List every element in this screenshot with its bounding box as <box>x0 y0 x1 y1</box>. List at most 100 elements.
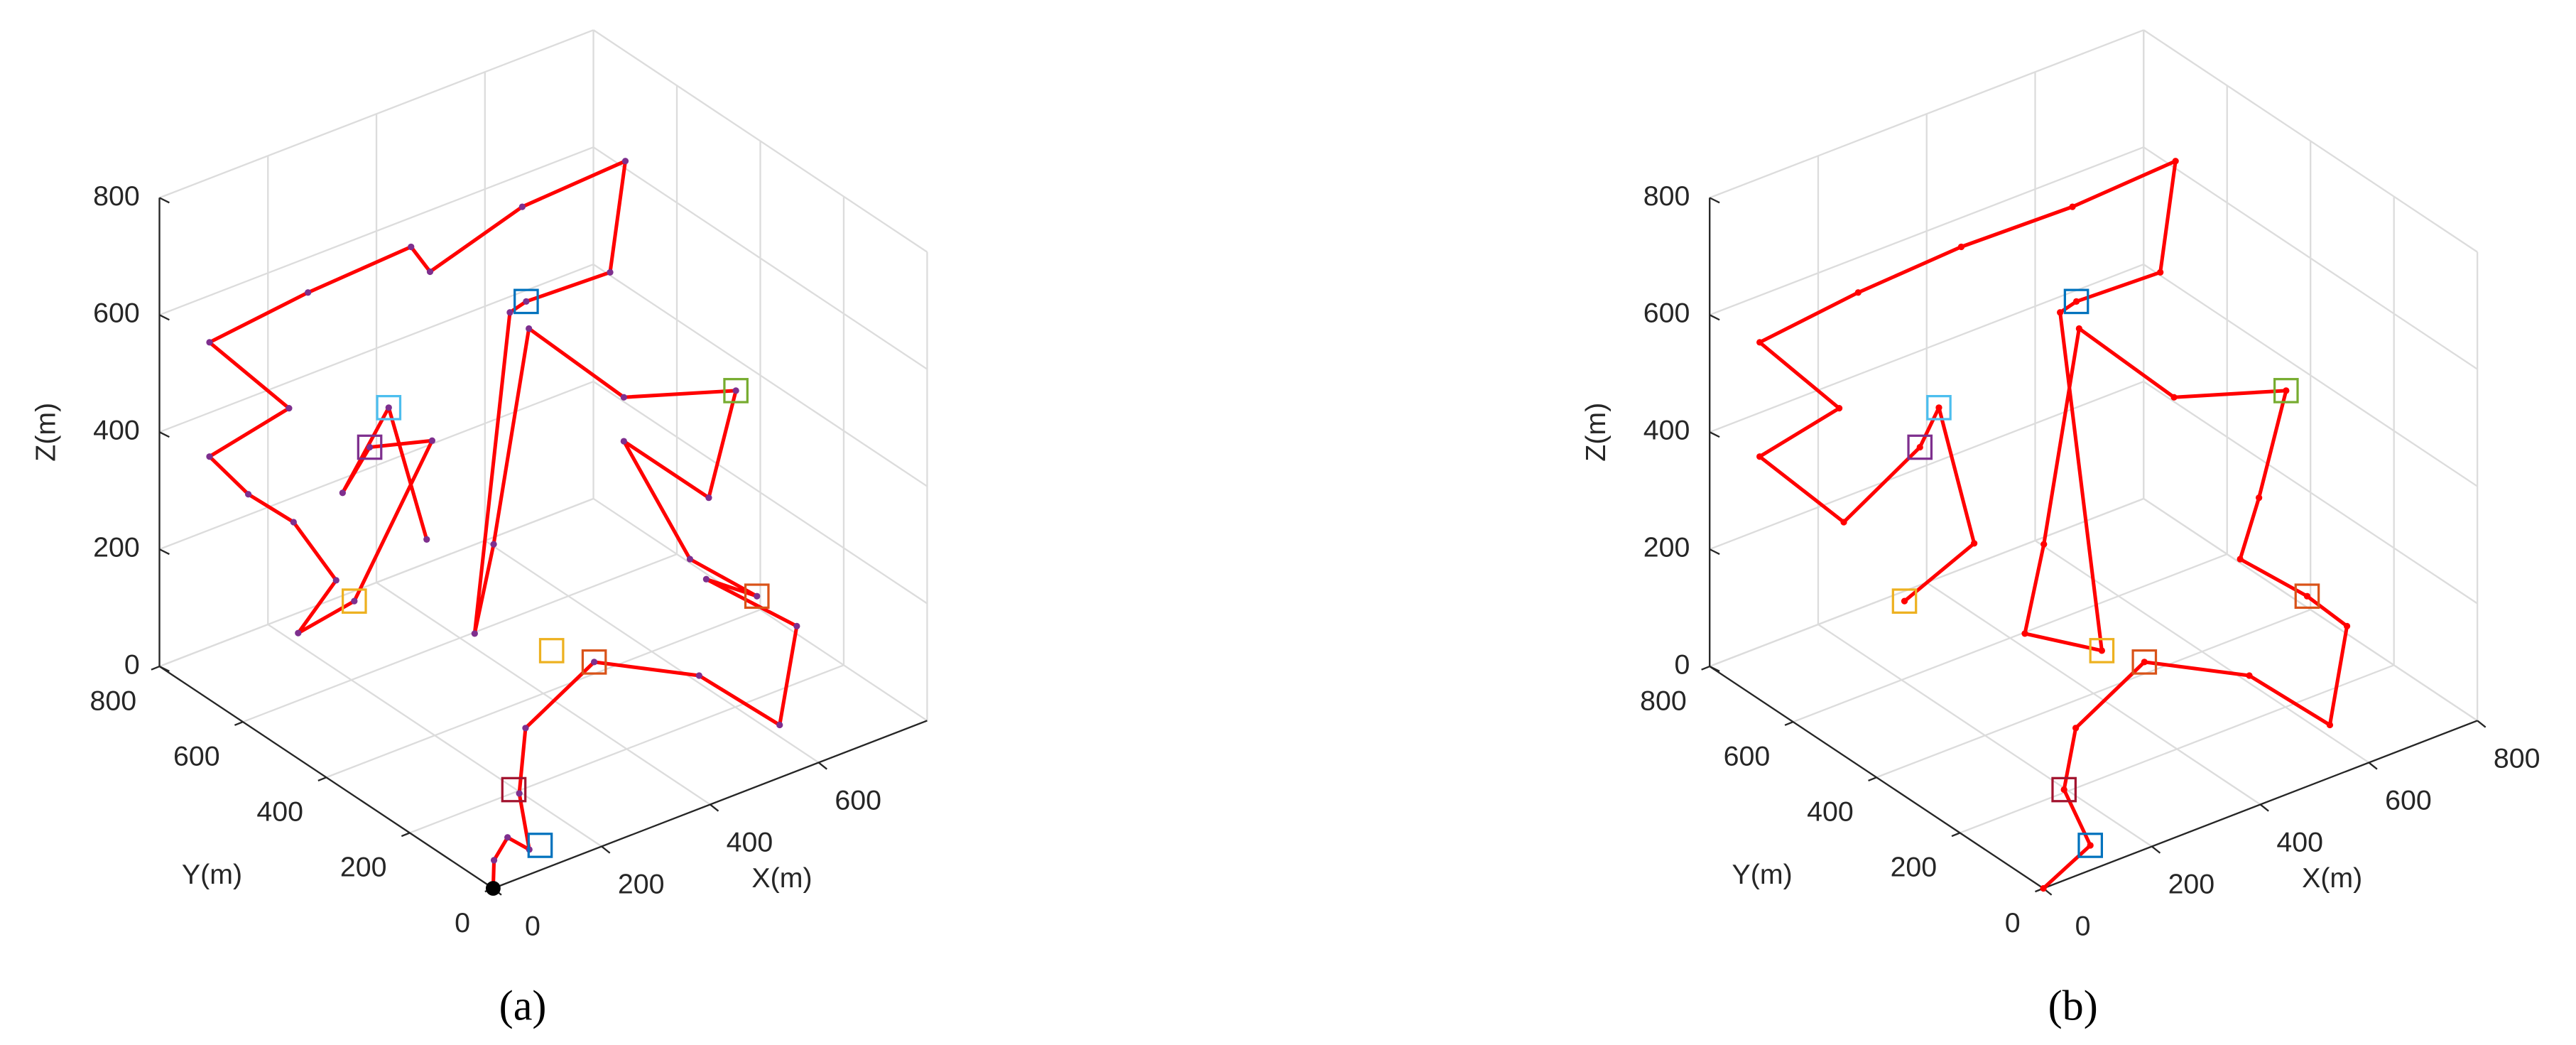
grid-line <box>1876 609 2311 779</box>
path-vertex <box>2303 592 2311 600</box>
y-tick-label: 800 <box>1640 685 1687 716</box>
path-vertex <box>526 325 533 332</box>
tick-mark <box>1709 431 1720 438</box>
path-vertex <box>244 491 252 498</box>
grid-line <box>159 380 594 551</box>
y-tick-label: 400 <box>256 796 303 828</box>
z-tick-label: 600 <box>1643 298 1690 329</box>
path-vertex <box>426 268 434 276</box>
tick-mark <box>1709 197 1720 204</box>
grid-line <box>409 664 844 834</box>
tick-mark <box>710 803 719 812</box>
path-line <box>1758 159 2349 890</box>
path-vertex <box>516 790 523 797</box>
waypoint <box>2273 378 2299 404</box>
path-vertex <box>620 438 627 445</box>
y-tick-label: 200 <box>340 852 387 883</box>
tick-mark <box>158 197 170 204</box>
path-vertex <box>1935 404 1942 411</box>
y-axis-label: Y(m) <box>182 859 242 890</box>
tick-mark <box>1709 548 1720 556</box>
grid-line <box>159 146 594 316</box>
grid-line <box>1793 553 2228 723</box>
z-tick-label: 0 <box>124 649 140 680</box>
y-tick-label: 600 <box>173 740 220 771</box>
path-vertex <box>339 489 346 497</box>
tick-mark <box>1784 721 1794 726</box>
path-vertex <box>522 725 529 732</box>
x-axis-label: X(m) <box>751 862 812 894</box>
x-tick-label: 600 <box>2385 784 2432 816</box>
waypoint <box>2089 638 2115 664</box>
waypoint <box>357 434 383 460</box>
waypoint <box>513 288 539 315</box>
z-tick-label: 200 <box>93 532 140 563</box>
grid-line <box>592 146 928 370</box>
waypoint <box>1926 395 1952 421</box>
grid-line <box>2143 29 2478 253</box>
grid-line <box>159 29 594 199</box>
x-tick-label: 800 <box>2494 742 2540 774</box>
x-tick-label: 400 <box>727 826 773 857</box>
tick-mark <box>1951 832 1961 838</box>
waypoint <box>2051 776 2077 803</box>
z-tick-label: 200 <box>1643 532 1690 563</box>
path-vertex <box>620 394 627 401</box>
path-vertex <box>2060 786 2067 794</box>
x-tick-label: 400 <box>2276 826 2323 857</box>
path-vertex <box>206 339 213 346</box>
path-vertex <box>2246 672 2253 679</box>
path-vertex <box>1901 597 1908 605</box>
tick-mark <box>1709 314 1720 321</box>
y-tick-label: 0 <box>2005 907 2021 938</box>
path-vertex <box>705 494 712 502</box>
path-vertex <box>506 309 513 316</box>
z-axis-label: Z(m) <box>1580 403 1612 462</box>
waypoint <box>1891 588 1918 614</box>
y-tick-label: 200 <box>1891 852 1938 883</box>
path-vertex <box>471 630 478 637</box>
tick-mark <box>234 721 244 726</box>
path-vertex <box>2072 725 2080 732</box>
tick-mark <box>401 832 411 838</box>
path-vertex <box>1756 339 1763 346</box>
x-tick-label: 600 <box>835 784 881 816</box>
x-tick-label: 0 <box>525 910 540 941</box>
grid-line <box>1709 29 2144 199</box>
x-tick-label: 200 <box>2168 868 2215 899</box>
path-vertex <box>2172 158 2179 165</box>
path-vertex <box>2040 541 2048 548</box>
tick-mark <box>601 845 611 854</box>
grid-line <box>242 553 678 723</box>
path-vertex <box>686 556 694 563</box>
waypoint <box>2063 288 2089 315</box>
path-vertex <box>2170 394 2178 401</box>
y-tick-label: 400 <box>1807 796 1854 828</box>
path-vertex <box>1835 405 1843 412</box>
grid-line <box>592 29 928 253</box>
z-axis-label: Z(m) <box>31 403 62 462</box>
tick-mark <box>1868 776 1877 781</box>
path-vertex <box>332 577 339 584</box>
path-vertex <box>1756 453 1763 460</box>
grid-line <box>159 264 594 433</box>
waypoint <box>581 649 607 675</box>
waypoint <box>2294 583 2320 610</box>
z-tick-label: 400 <box>1643 415 1690 446</box>
path-vertex <box>2087 842 2094 849</box>
grid-line <box>592 264 928 487</box>
grid-line <box>592 497 928 722</box>
start-point <box>485 881 501 896</box>
z-tick-label: 0 <box>1675 649 1690 680</box>
path-vertex <box>351 597 358 605</box>
grid-line <box>2143 264 2478 487</box>
grid-line <box>2143 146 2478 370</box>
grid-line <box>159 497 594 668</box>
path-vertex <box>1957 243 1965 251</box>
path-vertex <box>1970 540 1978 547</box>
y-axis-label: Y(m) <box>1732 859 1793 890</box>
waypoint <box>723 378 749 404</box>
waypoint <box>2077 833 2103 858</box>
